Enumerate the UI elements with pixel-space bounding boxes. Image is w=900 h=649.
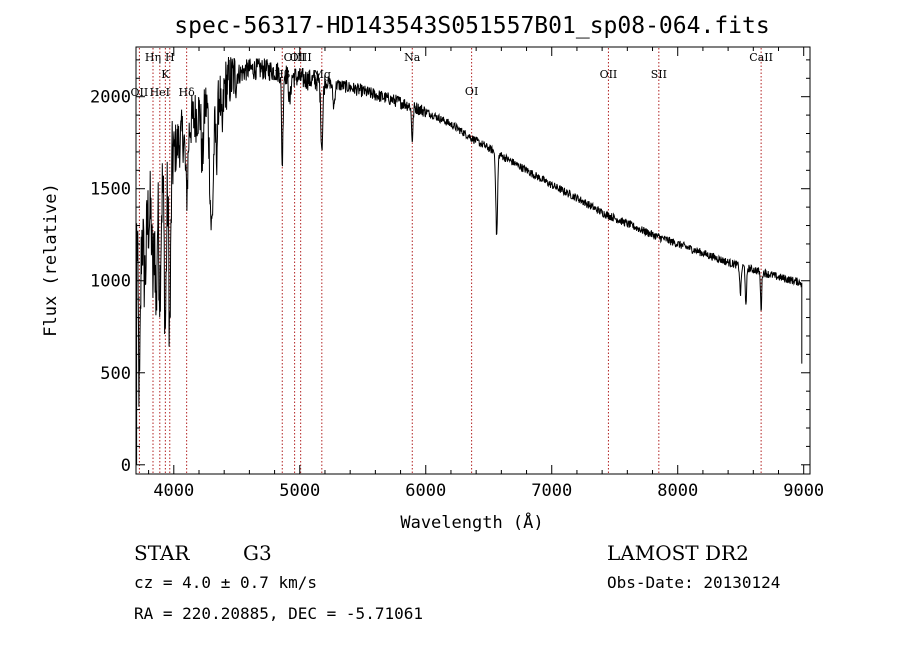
y-axis-ticks: 0 500 1000 1500 2000 [90,59,810,476]
x-tick-label: 6000 [405,481,446,501]
survey-name: LAMOST DR2 [607,541,749,565]
spectral-line-markers [138,48,762,473]
y-tick-label: 2000 [90,88,131,108]
chart-title: spec-56317-HD143543S051557B01_sp08-064.f… [174,13,769,39]
spectral-line-label: HeI [150,86,170,99]
spectrum-line [136,56,803,465]
x-axis-label: Wavelength (Å) [400,511,543,533]
x-tick-label: 5000 [279,481,320,501]
spectral-line-label: Hδ [179,86,196,99]
spectral-line-label: OIII [290,51,312,64]
x-tick-label: 9000 [783,481,824,501]
spectral-line-label: OI [465,85,478,98]
object-subclass: G3 [243,541,272,565]
spectral-line-label: Na [404,51,421,64]
y-tick-label: 500 [100,364,131,384]
x-tick-label: 4000 [153,481,194,501]
obs-date-readout: Obs-Date: 20130124 [607,573,780,592]
x-tick-label: 8000 [657,481,698,501]
spectral-line-label: OII [600,68,618,81]
spectral-line-label: OII [131,86,149,99]
spectral-line-label: H [165,51,175,64]
spectral-line-label: CaII [749,51,773,64]
y-tick-label: 1000 [90,272,131,292]
x-axis-ticks: 4000 5000 6000 7000 8000 9000 [148,47,824,501]
y-tick-label: 0 [121,456,131,476]
coordinates-readout: RA = 220.20885, DEC = -5.71061 [134,604,423,623]
redshift-readout: cz = 4.0 ± 0.7 km/s [134,573,317,592]
spectral-line-label: SII [651,68,667,81]
object-class: STAR [134,541,190,565]
spectral-line-label: K [161,68,170,81]
x-tick-label: 7000 [531,481,572,501]
plot-frame [135,46,811,475]
y-tick-label: 1500 [90,180,131,200]
spectral-line-label: Hη [145,51,161,64]
y-axis-label: Flux (relative) [41,183,61,337]
